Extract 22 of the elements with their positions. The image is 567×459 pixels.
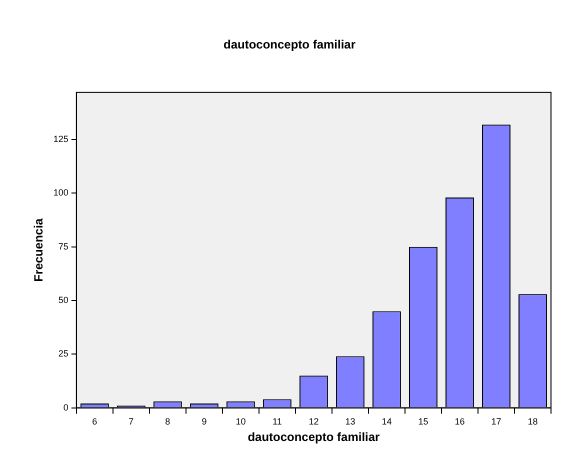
chart-title: dautoconcepto familiar bbox=[223, 38, 356, 52]
y-axis-title: Frecuencia bbox=[32, 218, 46, 282]
x-tick-label: 16 bbox=[454, 416, 465, 427]
x-tick-label: 12 bbox=[308, 416, 319, 427]
x-tick-label: 18 bbox=[528, 416, 538, 427]
x-tick-label: 14 bbox=[382, 416, 392, 427]
x-tick-label: 13 bbox=[345, 416, 356, 427]
y-tick-label: 0 bbox=[63, 402, 68, 412]
x-tick-label: 9 bbox=[202, 416, 207, 427]
x-tick-label: 17 bbox=[491, 416, 502, 427]
x-tick-label: 8 bbox=[165, 416, 170, 427]
x-tick-label: 15 bbox=[418, 416, 428, 427]
y-tick-label: 125 bbox=[53, 134, 68, 144]
y-tick-label: 100 bbox=[53, 188, 68, 198]
y-tick-label: 25 bbox=[58, 348, 68, 359]
x-tick-label: 6 bbox=[92, 416, 98, 427]
y-tick-label: 75 bbox=[58, 241, 68, 252]
x-axis-title: dautoconcepto familiar bbox=[248, 430, 380, 444]
x-tick-label: 7 bbox=[128, 416, 134, 427]
x-tick-label: 11 bbox=[272, 416, 282, 427]
x-tick-label: 10 bbox=[236, 416, 246, 427]
y-tick-label: 50 bbox=[58, 295, 68, 306]
